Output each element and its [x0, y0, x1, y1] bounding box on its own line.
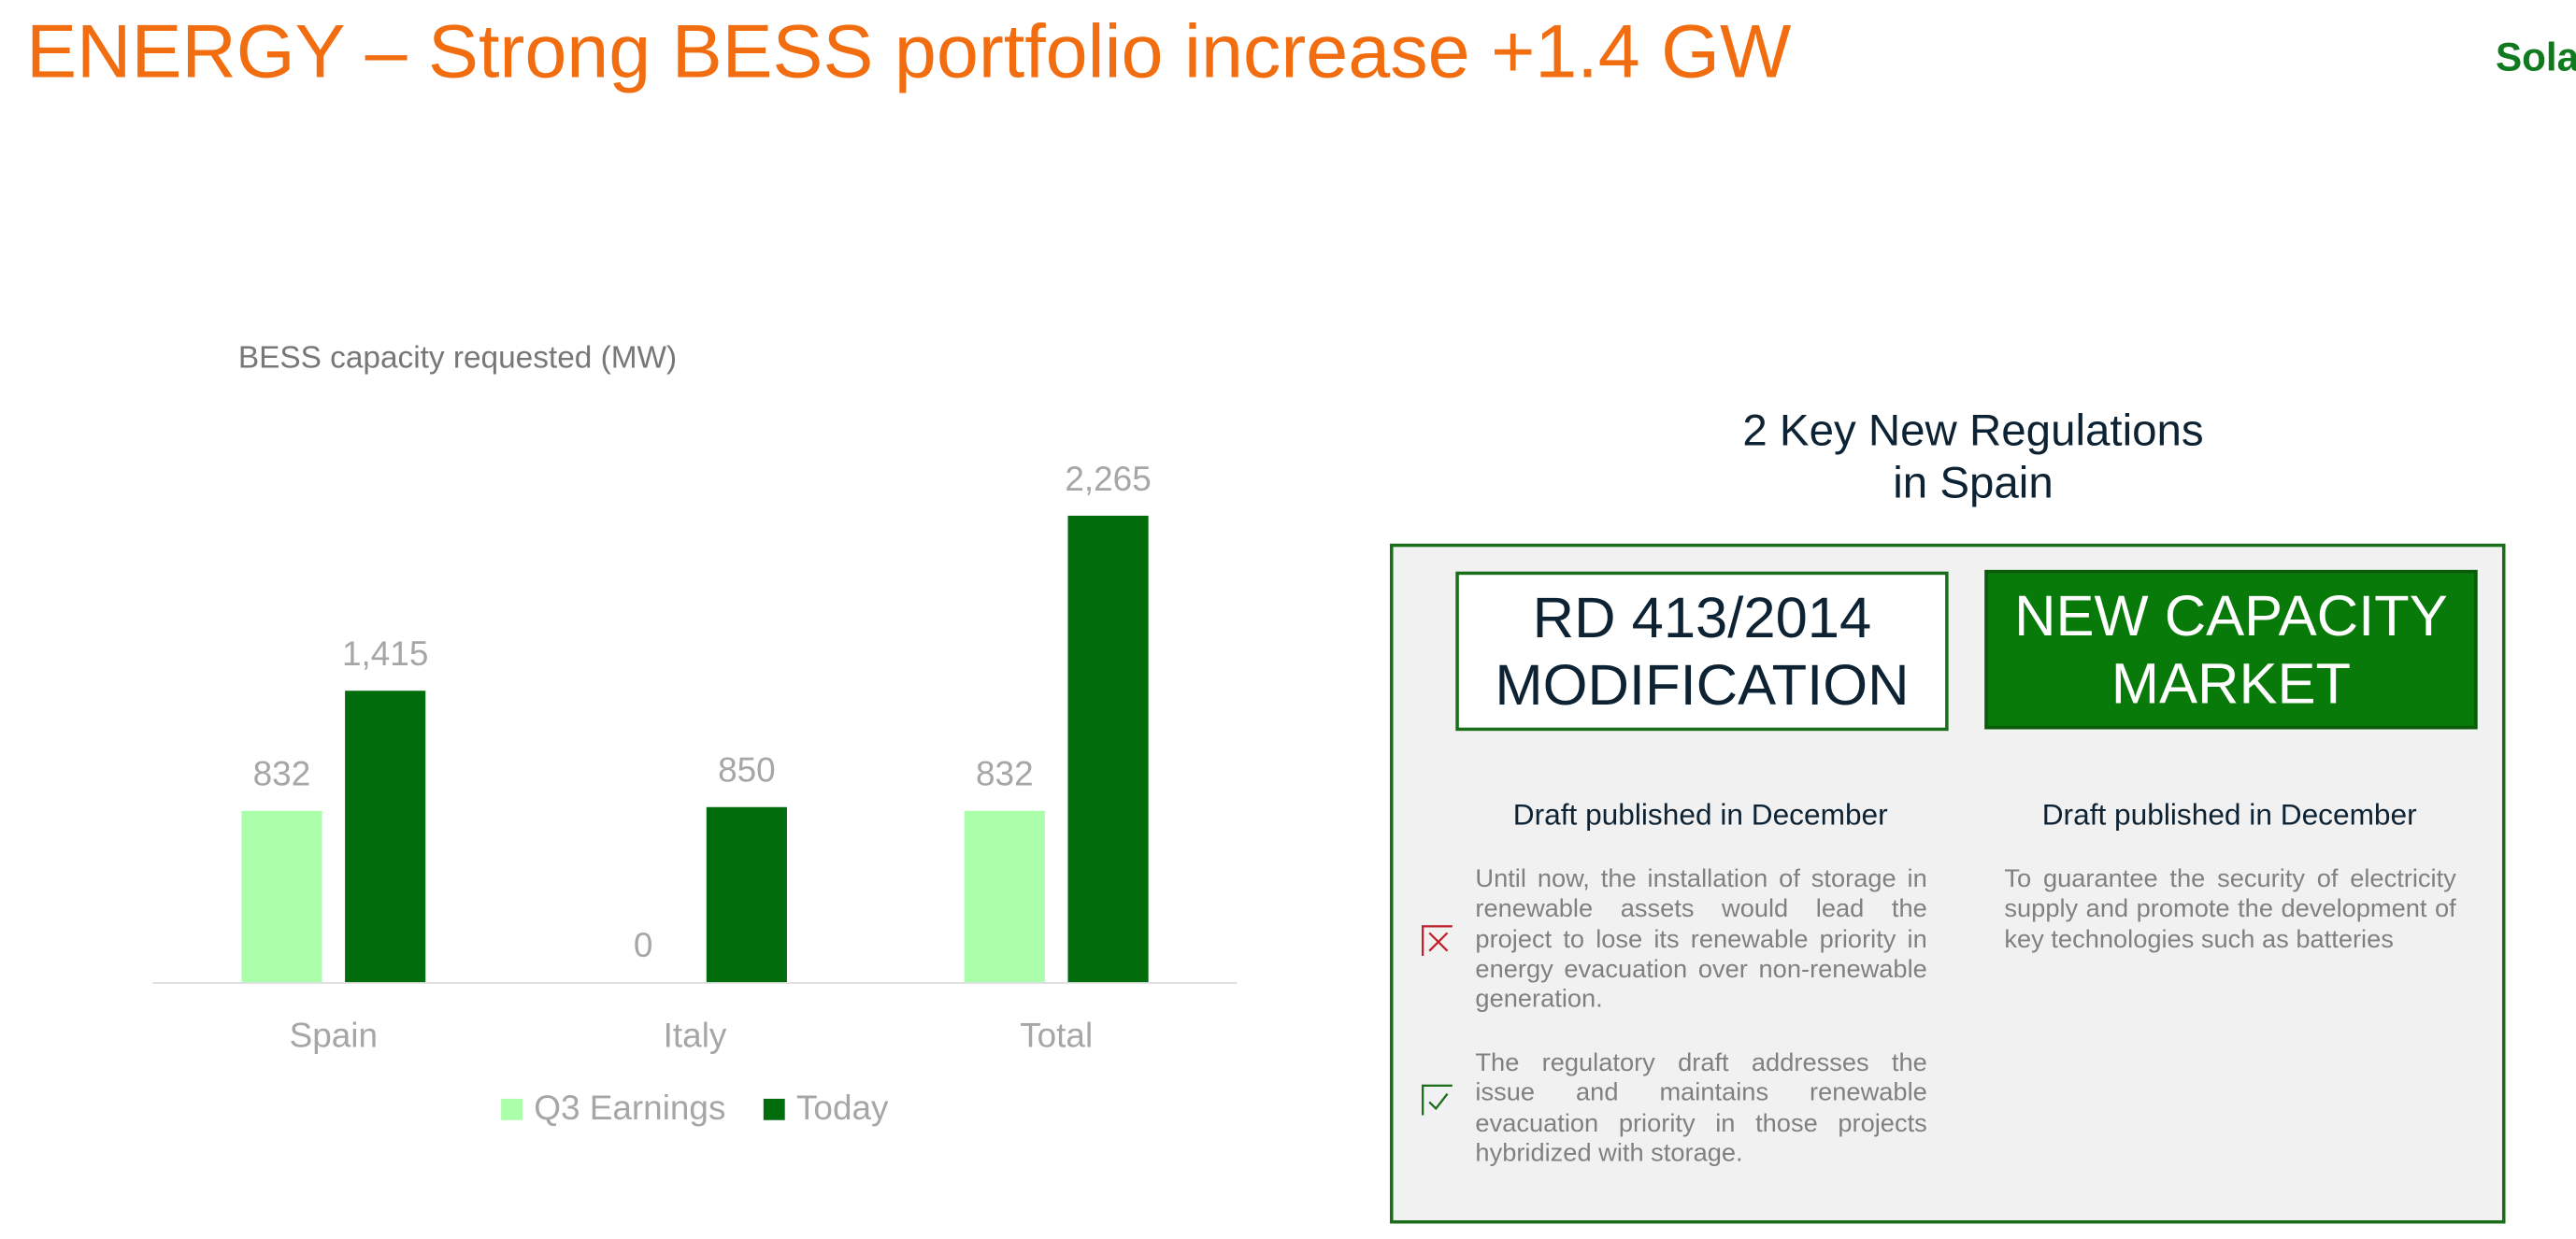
regulation-point: Until now, the installation of storage i… — [1475, 865, 1927, 1014]
chart: BESS capacity requested (MW) Spain 832 1,4… — [152, 341, 1238, 1127]
legend-swatch — [501, 1098, 522, 1120]
regulation-label: NEW CAPACITY MARKET — [1984, 569, 2478, 730]
check-icon — [1422, 1084, 1453, 1116]
bar — [345, 691, 426, 983]
data-label: 0 — [634, 926, 653, 964]
bar — [706, 806, 787, 983]
regulation-label: RD 413/2014 MODIFICATION — [1455, 571, 1949, 732]
label-line: NEW CAPACITY — [2014, 583, 2448, 648]
chart-title: BESS capacity requested (MW) — [238, 341, 677, 376]
x-tick-label: Spain — [290, 1017, 378, 1055]
bar — [964, 810, 1045, 983]
x-tick-label: Total — [1020, 1017, 1093, 1055]
regulation-subhead: Draft published in December — [1512, 798, 1888, 832]
heading-line: in Spain — [1893, 458, 2054, 508]
data-label: 832 — [253, 755, 311, 793]
regulations-heading: 2 Key New Regulations in Spain — [1644, 404, 2301, 508]
bar — [1067, 515, 1149, 983]
legend-label: Q3 Earnings — [534, 1089, 725, 1127]
label-line: MARKET — [2111, 650, 2352, 716]
heading-line: 2 Key New Regulations — [1742, 406, 2204, 455]
cross-icon — [1422, 925, 1453, 956]
logo: Sola — [2495, 36, 2576, 81]
legend-swatch — [763, 1098, 785, 1120]
data-label: 2,265 — [1065, 460, 1151, 498]
label-line: MODIFICATION — [1495, 652, 1910, 718]
regulation-point: To guarantee the security of electricity… — [2004, 865, 2456, 954]
data-label: 832 — [976, 755, 1034, 793]
legend-label: Today — [796, 1089, 889, 1127]
label-line: RD 413/2014 — [1532, 585, 1872, 650]
slide-title: ENERGY – Strong BESS portfolio increase … — [26, 7, 1792, 94]
regulation-point: The regulatory draft addresses the issue… — [1475, 1049, 1927, 1168]
x-tick-label: Italy — [664, 1017, 727, 1055]
data-label: 850 — [718, 751, 776, 790]
bar — [241, 810, 322, 983]
data-label: 1,415 — [342, 634, 428, 673]
regulation-subhead: Draft published in December — [2041, 798, 2417, 832]
